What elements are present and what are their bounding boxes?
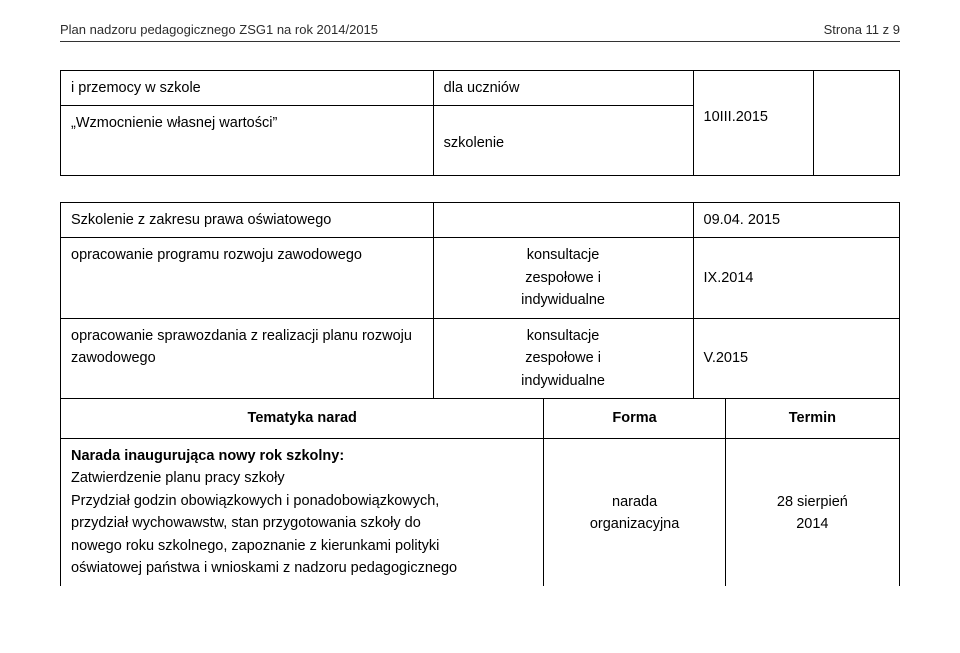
cell-text: 28 sierpień [736,491,889,513]
cell-text: zespołowe i [444,267,683,289]
page: Plan nadzoru pedagogicznego ZSG1 na rok … [0,0,960,586]
header-rule [60,41,900,42]
cell: konsultacje zespołowe i indywidualne [433,318,693,398]
cell-text: Narada inaugurująca nowy rok szkolny: [71,445,533,467]
cell: V.2015 [693,318,900,398]
cell [814,71,900,176]
cell-text: IX.2014 [704,270,754,286]
cell: narada organizacyjna [544,438,725,585]
cell: 10III.2015 [693,71,814,176]
table-row: Narada inaugurująca nowy rok szkolny: Za… [61,438,900,585]
cell-text: narada [554,491,714,513]
cell-text: indywidualne [444,370,683,392]
page-header: Plan nadzoru pedagogicznego ZSG1 na rok … [60,22,900,37]
cell [433,202,693,237]
cell: opracowanie programu rozwoju zawodowego [61,238,434,318]
col-header: Termin [725,399,899,438]
table-topics-1: i przemocy w szkole dla uczniów 10III.20… [60,70,900,176]
header-left: Plan nadzoru pedagogicznego ZSG1 na rok … [60,22,378,37]
cell-text: oświatowej państwa i wnioskami z nadzoru… [71,557,533,579]
cell: szkolenie [433,106,693,175]
cell-text: konsultacje [444,325,683,347]
cell-text: Przydział godzin obowiązkowych i ponadob… [71,490,533,512]
cell-text: zespołowe i [444,347,683,369]
cell-text: indywidualne [444,289,683,311]
table-header-row: Tematyka narad Forma Termin [61,399,900,438]
col-header: Forma [544,399,725,438]
cell-text: V.2015 [704,350,749,366]
cell-text: Zatwierdzenie planu pracy szkoły [71,467,533,489]
table-meetings: Tematyka narad Forma Termin Narada inaug… [60,398,900,585]
table-row: Szkolenie z zakresu prawa oświatowego 09… [61,202,900,237]
cell: dla uczniów [433,71,693,106]
cell: opracowanie sprawozdania z realizacji pl… [61,318,434,398]
cell-text: zawodowego [71,347,423,369]
table-row: opracowanie programu rozwoju zawodowego … [61,238,900,318]
cell-text: nowego roku szkolnego, zapoznanie z kier… [71,535,533,557]
cell-text: przydział wychowawstw, stan przygotowani… [71,512,533,534]
cell: 28 sierpień 2014 [725,438,899,585]
col-header: Tematyka narad [61,399,544,438]
cell-text: 10III.2015 [704,109,769,125]
header-right: Strona 11 z 9 [824,22,900,37]
cell-text: szkolenie [444,135,504,151]
cell: Szkolenie z zakresu prawa oświatowego [61,202,434,237]
cell-text: organizacyjna [554,513,714,535]
table-topics-2: Szkolenie z zakresu prawa oświatowego 09… [60,202,900,398]
cell: i przemocy w szkole [61,71,434,106]
table-row: i przemocy w szkole dla uczniów 10III.20… [61,71,900,106]
cell: Narada inaugurująca nowy rok szkolny: Za… [61,438,544,585]
cell: Wzmocnienie własnej wartości [61,106,434,175]
cell-text: Wzmocnienie własnej wartości [71,115,277,131]
cell-text: 2014 [736,513,889,535]
cell: IX.2014 [693,238,900,318]
cell-text: opracowanie sprawozdania z realizacji pl… [71,325,423,347]
cell-text: konsultacje [444,244,683,266]
cell: 09.04. 2015 [693,202,900,237]
cell: konsultacje zespołowe i indywidualne [433,238,693,318]
table-row: opracowanie sprawozdania z realizacji pl… [61,318,900,398]
